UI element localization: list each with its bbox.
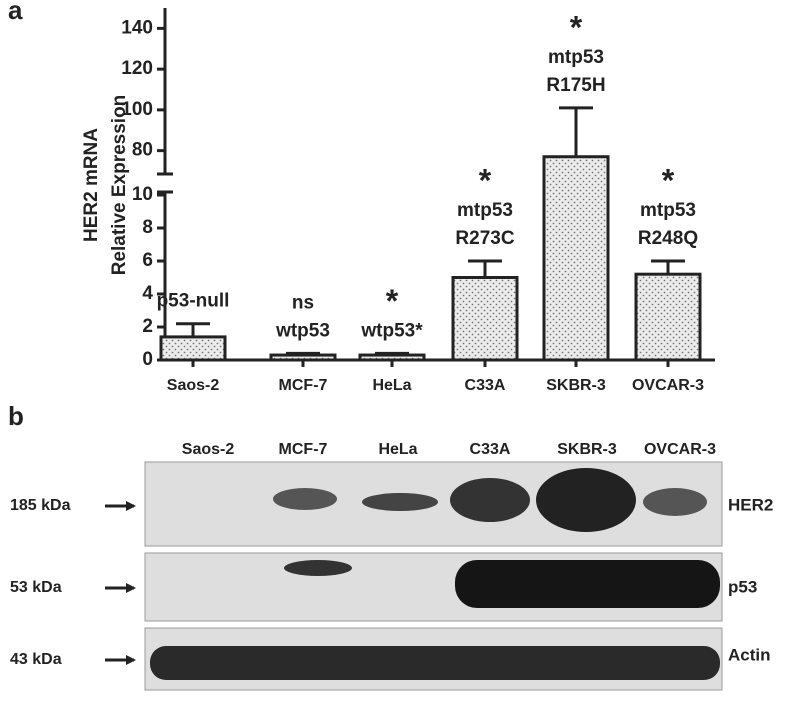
blot-panels — [144, 461, 723, 691]
y-axis-label: Relative Expression — [109, 95, 130, 276]
y-tick-label: 140 — [121, 17, 153, 38]
y-tick-label: 0 — [142, 349, 153, 370]
lane-label: MCF-7 — [279, 441, 328, 458]
y-tick-label: 120 — [121, 58, 153, 79]
lane-label: SKBR-3 — [557, 441, 617, 458]
protein-label: Actin — [728, 645, 771, 664]
protein-label: p53 — [728, 577, 757, 596]
band-size: 53 kDa — [10, 579, 62, 596]
lane-label: OVCAR-3 — [644, 441, 716, 458]
annotation: mtp53 — [457, 200, 513, 221]
y-tick-label: 100 — [121, 99, 153, 120]
lane-label: C33A — [470, 441, 511, 458]
bar — [634, 272, 702, 362]
arrow-head — [126, 583, 136, 593]
annotation: R273C — [455, 228, 514, 249]
x-tick-label: Saos-2 — [167, 377, 220, 394]
lane-label: Saos-2 — [182, 441, 235, 458]
x-tick-label: MCF-7 — [279, 377, 328, 394]
bar — [269, 353, 337, 362]
annotation: * — [570, 9, 583, 45]
annotation: ns — [292, 292, 314, 313]
annotation: R175H — [546, 75, 605, 96]
annotation: * — [479, 162, 492, 198]
annotation: mtp53 — [548, 47, 604, 68]
y-tick-label: 4 — [142, 283, 153, 304]
annotation: * — [386, 283, 399, 319]
annotation: p53-null — [157, 291, 230, 312]
bar — [542, 155, 610, 362]
y-tick-label: 10 — [132, 184, 153, 205]
annotation: mtp53 — [640, 200, 696, 221]
band-size: 185 kDa — [10, 497, 71, 514]
annotation: wtp53* — [360, 320, 423, 341]
panel-label: a — [8, 0, 23, 25]
arrow-head — [126, 655, 136, 665]
bar — [358, 353, 426, 362]
protein-label: HER2 — [728, 495, 773, 514]
x-tick-label: C33A — [465, 377, 506, 394]
x-tick-label: SKBR-3 — [546, 377, 606, 394]
y-tick-label: 8 — [142, 217, 153, 238]
annotation: wtp53 — [275, 320, 330, 341]
y-axis-label: HER2 mRNA — [81, 128, 102, 242]
annotation: * — [662, 162, 675, 198]
x-tick-label: OVCAR-3 — [632, 377, 704, 394]
arrow-head — [126, 501, 136, 511]
y-tick-label: 80 — [132, 140, 153, 161]
x-tick-label: HeLa — [372, 377, 411, 394]
bar — [159, 335, 227, 362]
y-tick-label: 6 — [142, 250, 153, 271]
panel-label: b — [8, 401, 24, 431]
y-tick-label: 2 — [142, 316, 153, 337]
lane-label: HeLa — [378, 441, 417, 458]
annotation: R248Q — [638, 228, 698, 249]
bar — [451, 276, 519, 362]
band-size: 43 kDa — [10, 651, 62, 668]
